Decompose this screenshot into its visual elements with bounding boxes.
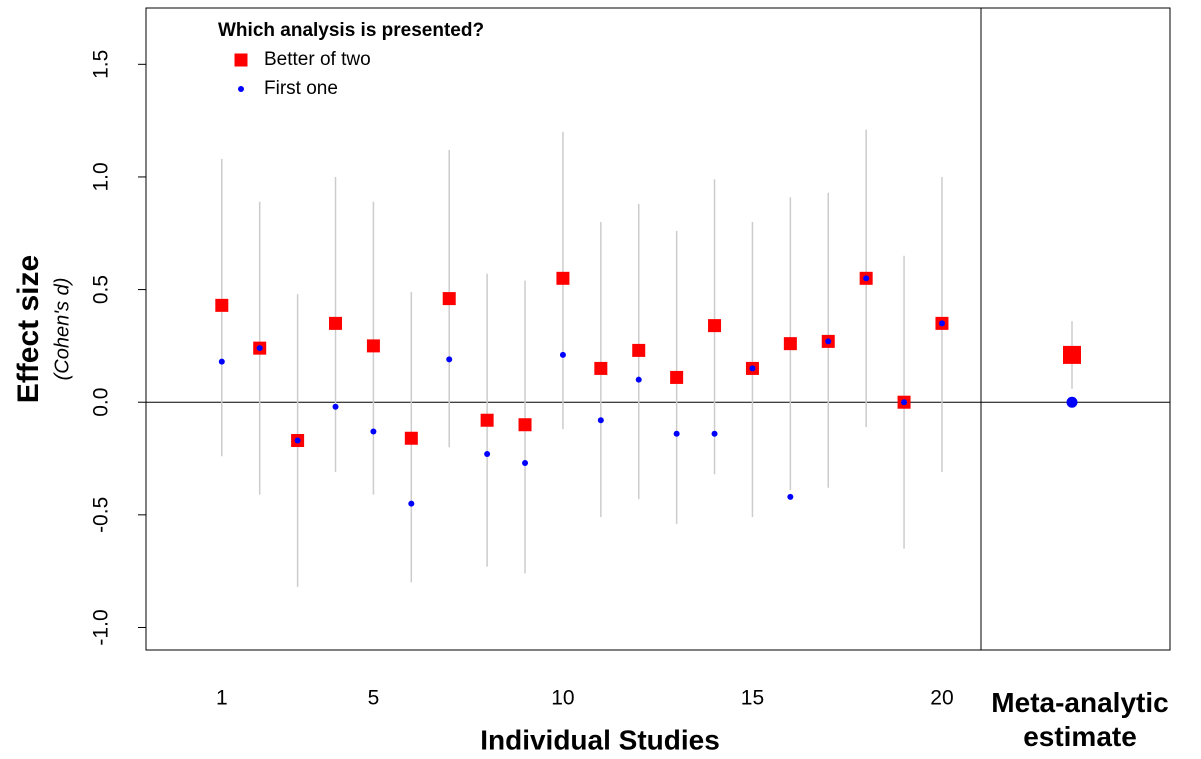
marker-square xyxy=(708,319,722,333)
marker-circle xyxy=(218,358,225,365)
marker-circle xyxy=(938,320,945,327)
marker-circle xyxy=(635,376,642,383)
marker-circle xyxy=(711,430,718,437)
x-tick-label: 10 xyxy=(551,687,574,710)
marker-circle xyxy=(559,351,566,358)
marker-circle xyxy=(256,345,263,352)
marker-circle xyxy=(446,356,453,363)
y-tick-label: -0.5 xyxy=(90,497,113,533)
marker-circle xyxy=(1066,396,1078,408)
legend-title: Which analysis is presented? xyxy=(218,20,484,41)
marker-circle xyxy=(294,437,301,444)
marker-circle xyxy=(863,275,870,282)
marker-square xyxy=(594,361,608,375)
marker-circle xyxy=(787,493,794,500)
marker-circle xyxy=(825,338,832,345)
marker-square xyxy=(480,413,494,427)
x-tick-label: 5 xyxy=(368,687,380,710)
x-tick-label: 1 xyxy=(216,687,228,710)
marker-square xyxy=(556,271,570,285)
marker-square xyxy=(366,339,380,353)
marker-square xyxy=(329,316,343,330)
marker-square xyxy=(670,370,684,384)
marker-square xyxy=(404,431,418,445)
legend-marker xyxy=(234,53,248,67)
legend-label: Better of two xyxy=(264,49,371,70)
y-tick-label: 1.5 xyxy=(90,50,113,79)
y-tick-label: 1.0 xyxy=(90,162,113,191)
marker-circle xyxy=(673,430,680,437)
legend-marker xyxy=(238,86,244,92)
y-tick-label: -1.0 xyxy=(90,609,113,645)
x-tick-label: 15 xyxy=(741,687,764,710)
marker-square xyxy=(1063,345,1081,364)
marker-square xyxy=(783,337,797,351)
y-axis-sublabel: (Cohen's d) xyxy=(51,278,73,381)
marker-square xyxy=(518,418,532,432)
plot-frame xyxy=(145,7,1171,651)
y-tick-label: 0.0 xyxy=(90,388,113,417)
marker-circle xyxy=(484,451,491,458)
marker-circle xyxy=(522,460,529,467)
marker-circle xyxy=(597,417,604,424)
x-axis-label: Individual Studies xyxy=(480,724,720,755)
marker-circle xyxy=(408,500,415,507)
marker-circle xyxy=(332,403,339,410)
marker-circle xyxy=(749,365,756,372)
marker-square xyxy=(215,298,229,312)
marker-square xyxy=(632,343,646,357)
marker-square xyxy=(442,292,456,306)
x-tick-label: 20 xyxy=(930,687,953,710)
legend-label: First one xyxy=(264,78,338,99)
meta-label: Meta-analytic estimate xyxy=(991,687,1169,752)
marker-circle xyxy=(901,399,908,406)
y-axis-label: Effect size xyxy=(12,255,45,403)
y-tick-label: 0.5 xyxy=(90,275,113,304)
marker-circle xyxy=(370,428,377,435)
